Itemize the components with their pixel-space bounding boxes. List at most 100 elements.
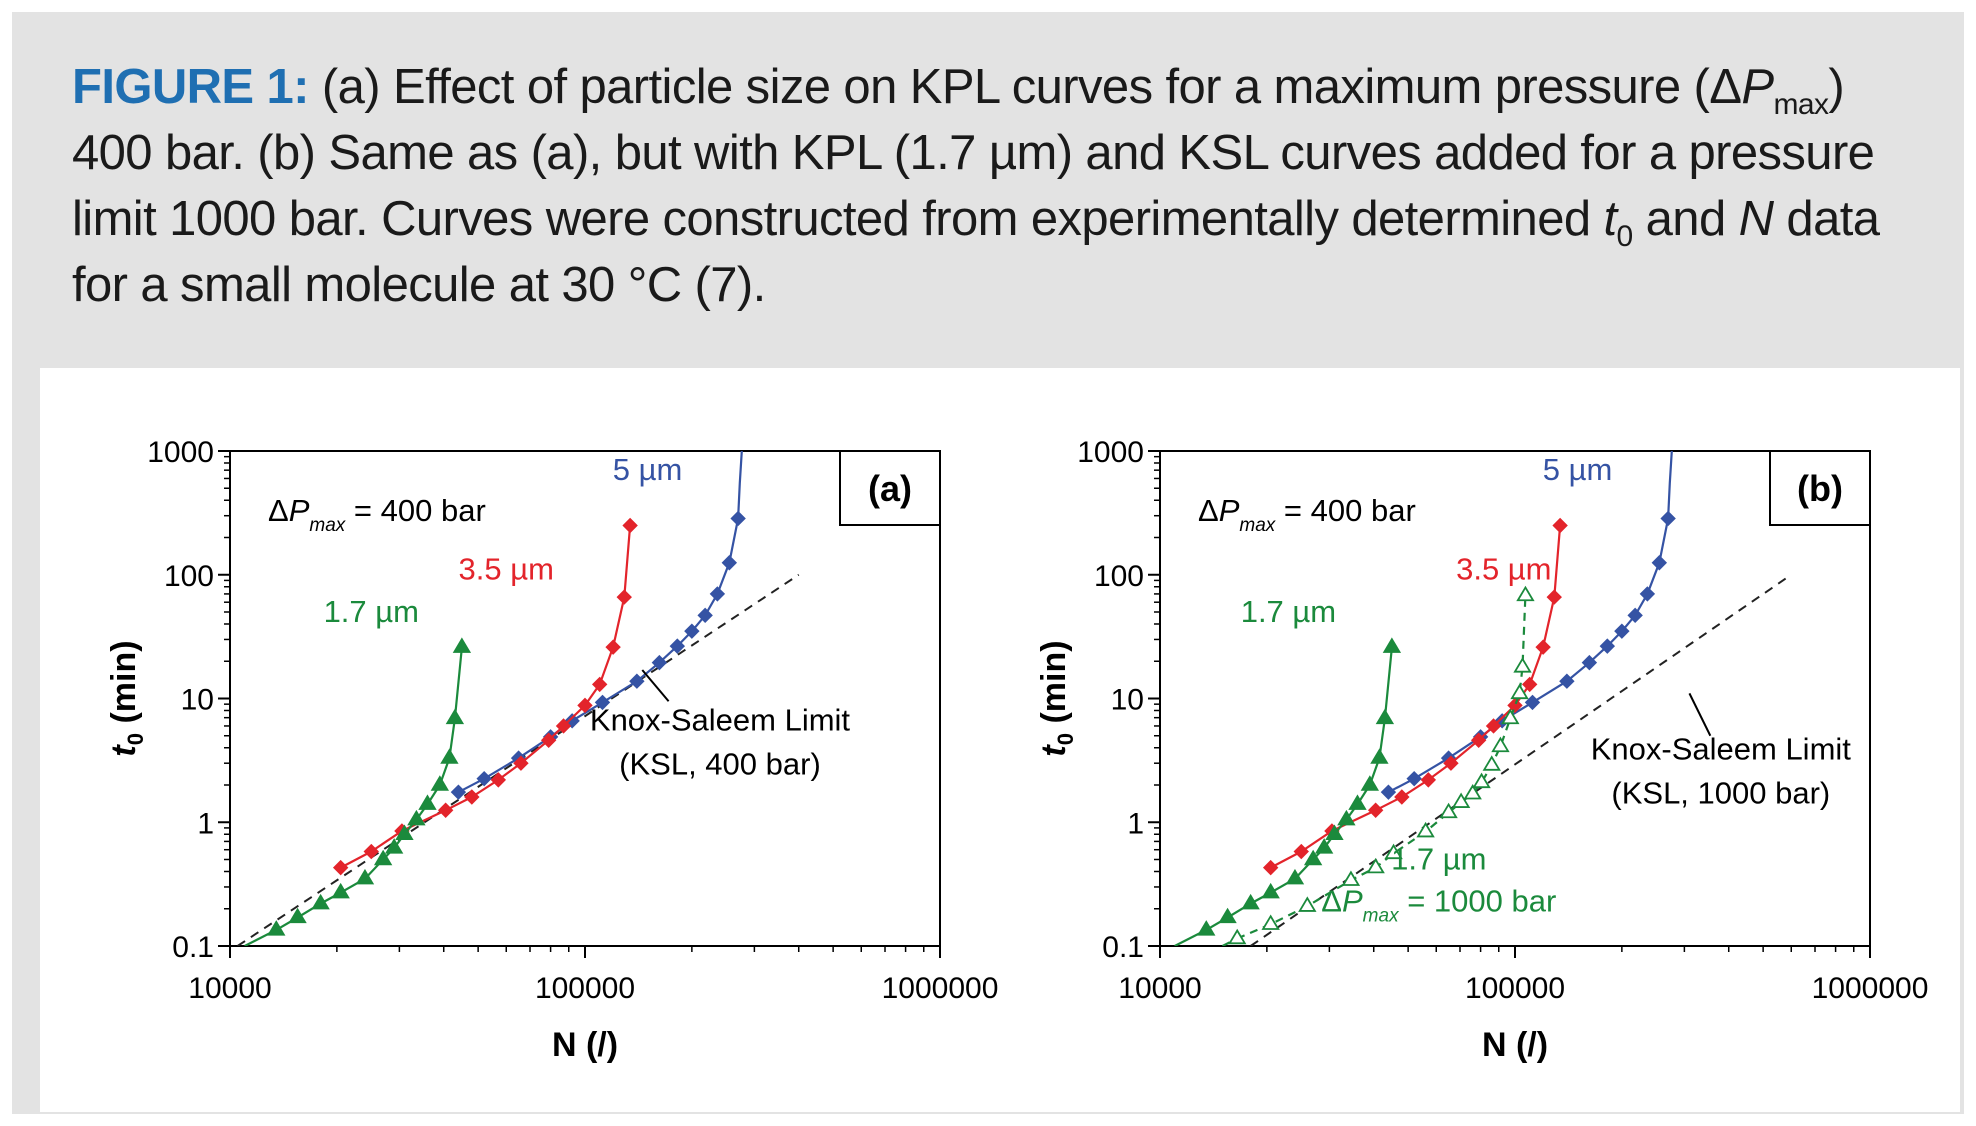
series-1-7-m-1000bar-line — [1236, 595, 1527, 940]
series-5-m-point — [1524, 694, 1541, 711]
series-3-5-m-point — [437, 802, 454, 818]
pressure-1000-delta: Δ — [1321, 884, 1342, 919]
series-3-5-m-point — [1546, 589, 1562, 605]
y-tick-label: 1 — [197, 807, 214, 840]
plot-area — [236, 451, 800, 946]
series-1-7-m-1000bar — [1222, 585, 1535, 946]
series-1-7-m-point — [331, 882, 350, 899]
series-1-7-m-point — [267, 920, 286, 936]
caption-text-1: (a) Effect of particle size on KPL curve… — [308, 60, 1742, 114]
series-3-5-m-point — [1262, 859, 1279, 876]
series-5-m-point — [1380, 784, 1397, 800]
y-axis-title-sub: 0 — [123, 733, 148, 745]
series-3-5-m — [1262, 517, 1568, 876]
pressure-value: = 400 bar — [1275, 493, 1415, 528]
series-5-m-point — [1660, 510, 1676, 527]
series-1-7-m-label: 1.7 µm — [324, 594, 419, 629]
y-tick-label: 100 — [164, 560, 214, 593]
series-3-5-m-point — [1420, 772, 1437, 788]
ksl-pointer — [1688, 692, 1712, 737]
series-3-5-m-point — [540, 732, 557, 748]
series-5-m-point — [1639, 586, 1656, 602]
series-5-m-label: 5 µm — [613, 452, 683, 487]
series-1-7-m-1000bar-point — [1228, 928, 1247, 945]
series-1-7-m-1000bar-point — [1491, 736, 1510, 753]
caption-n-symbol: N — [1738, 192, 1774, 246]
series-3-5-m-point — [1470, 732, 1487, 748]
series-1-7-m-point — [445, 708, 465, 725]
series-3-5-m-point — [1552, 517, 1568, 534]
y-tick-label: 10 — [1111, 684, 1144, 717]
series-1-7-m-point — [355, 868, 375, 885]
series-1-7-m-1000bar-point — [1416, 821, 1435, 838]
series-1-7-m-point — [440, 748, 459, 764]
ksl-label-line2: (KSL, 400 bar) — [619, 747, 821, 782]
caption-label: FIGURE 1: — [72, 60, 310, 114]
series-1-7-m-point — [418, 794, 437, 810]
x-axis-title: N (/) — [1482, 1026, 1548, 1064]
chart-panel-b: 0.1 1 10 100 1000 10000 100000 1000000 N (/) t0 (… — [1035, 436, 1928, 1064]
series-1-7-m-1000bar-point — [1463, 783, 1482, 800]
series-1-7-m-point — [407, 809, 426, 826]
pressure-p-symbol: P — [1219, 493, 1240, 528]
series-5-m — [450, 451, 746, 800]
series-1-7-m-point — [1337, 809, 1356, 826]
series-1-7-m-1000bar-point — [1341, 870, 1361, 886]
series-1-7-m-1000bar-point — [1482, 755, 1501, 771]
chart-panel-a: 0.1 1 10 100 1000 10000 100000 1000000 N (/) t0 (… — [105, 436, 998, 1064]
ksl-label-line1: Knox-Saleem Limit — [590, 703, 851, 738]
figure-frame: FIGURE 1: (a) Effect of particle size on… — [12, 12, 1964, 1114]
caption-p-symbol: P — [1741, 60, 1774, 114]
panel-label-box — [839, 450, 941, 526]
caption-text-2: ) 400 bar. (b) Same as (a), but with KPL… — [72, 60, 1875, 246]
series-3-5-m-point — [1535, 639, 1551, 655]
series-1-7-m-point — [1285, 868, 1305, 885]
panel-label-box — [1769, 450, 1871, 526]
series-5-m-point — [1651, 555, 1668, 571]
pressure-delta-symbol: Δ — [268, 493, 289, 528]
series-1-7-m-point — [1360, 775, 1380, 791]
series-3-5-m-point — [1507, 697, 1523, 714]
series-3-5-m-point — [1485, 718, 1502, 734]
series-5-m-point — [629, 673, 645, 689]
pressure-value: = 400 bar — [345, 493, 485, 528]
pressure-p-symbol: P — [289, 493, 310, 528]
series-1-7-m-1000bar-extension — [1222, 937, 1238, 946]
ksl-label-line1: Knox-Saleem Limit — [1591, 732, 1852, 767]
pressure-sub: max — [309, 515, 346, 536]
caption-text-4: data for a small molecule at 30 °C (7). — [72, 192, 1880, 312]
series-5-m-point — [1406, 770, 1422, 787]
series-1-7-m-point — [373, 849, 393, 866]
series-5-m — [1380, 451, 1676, 800]
pressure-1000-annotation: ΔPmax = 1000 bar — [1321, 884, 1556, 927]
series-3-5-m-point — [622, 517, 638, 534]
series-5-m-point — [721, 555, 738, 571]
series-1-7-m-point — [1314, 838, 1334, 854]
series-3-5-m-label: 3.5 µm — [459, 552, 554, 587]
series-1-7-m-point — [288, 907, 307, 924]
series-1-7-m-1000bar-point — [1451, 792, 1471, 808]
series-1-7-m — [244, 637, 472, 946]
series-1-7-m — [1174, 637, 1402, 946]
series-3-5-m-point — [605, 639, 621, 655]
series-1-7-m-1000bar-label: 1.7 µm — [1391, 842, 1486, 877]
series-5-m-point — [669, 638, 686, 654]
series-1-7-m-point — [1370, 748, 1389, 764]
caption-t-sub: 0 — [1616, 219, 1634, 253]
series-3-5-m-point — [332, 859, 349, 876]
plot-area — [1174, 451, 1792, 946]
series-1-7-m-1000bar-point — [1261, 914, 1280, 930]
x-tick-label: 1000000 — [882, 972, 999, 1005]
series-5-m-point — [450, 784, 467, 800]
series-5-m-point — [476, 770, 492, 787]
y-tick-label: 1000 — [1077, 436, 1144, 469]
series-1-7-m-1000bar-point — [1513, 657, 1532, 673]
series-3-5-m-point — [1521, 676, 1538, 693]
series-1-7-m-1000bar-point — [1516, 585, 1535, 602]
x-tick-label: 10000 — [1118, 972, 1201, 1005]
chart-panel-area: 0.1 1 10 100 1000 10000 100000 1000000 N (/) t0 (… — [40, 368, 1960, 1112]
series-5-m-point — [1581, 654, 1598, 671]
series-1-7-m-point — [1382, 637, 1402, 653]
series-3-5-m-point — [577, 697, 593, 714]
